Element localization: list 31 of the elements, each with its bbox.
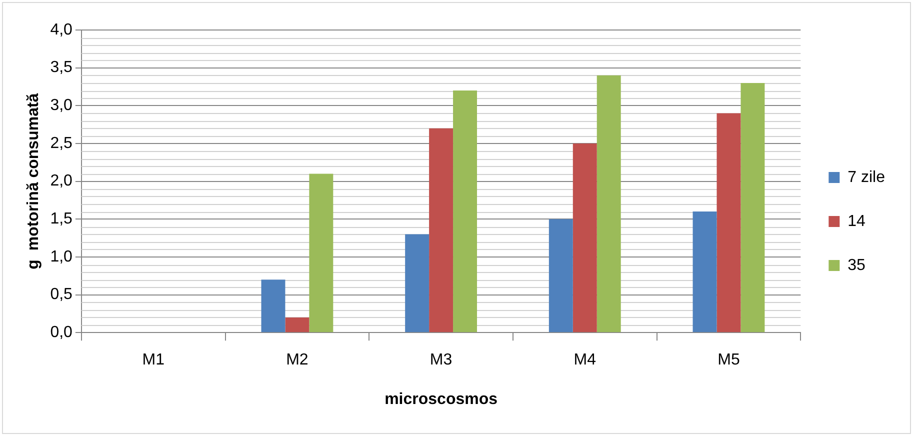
y-axis-title: g motorină consumată (25, 93, 42, 270)
bar (548, 219, 573, 332)
y-tick-label: 2,5 (50, 134, 73, 152)
y-tick-label: 2,0 (50, 172, 73, 190)
x-tick-label: M2 (286, 352, 308, 369)
y-tick-label: 3,5 (50, 59, 73, 76)
bar (309, 174, 334, 332)
x-tick-label: M1 (142, 352, 165, 369)
legend-label: 14 (848, 212, 866, 230)
bar (716, 113, 741, 332)
bar (429, 128, 454, 332)
x-tick-label: M4 (574, 352, 596, 369)
y-tick-label: 1,0 (50, 248, 73, 266)
x-axis-title: microscosmos (384, 390, 498, 408)
bar (692, 212, 717, 332)
bar (453, 90, 478, 332)
y-tick-label: 0,0 (50, 324, 73, 342)
bar (740, 82, 765, 332)
legend-label: 7 zile (848, 168, 886, 186)
bar (596, 75, 621, 332)
x-tick-label: M5 (718, 352, 740, 369)
bar (572, 143, 597, 332)
y-tick-label: 1,5 (50, 210, 73, 228)
x-tick-label: M3 (430, 352, 452, 369)
bar (285, 317, 310, 332)
y-tick-label: 3,0 (50, 97, 73, 114)
bar (261, 280, 286, 332)
bar (405, 234, 430, 332)
y-tick-label: 0,5 (50, 286, 73, 304)
y-tick-label: 4,0 (50, 21, 73, 38)
legend-label: 35 (848, 256, 866, 274)
